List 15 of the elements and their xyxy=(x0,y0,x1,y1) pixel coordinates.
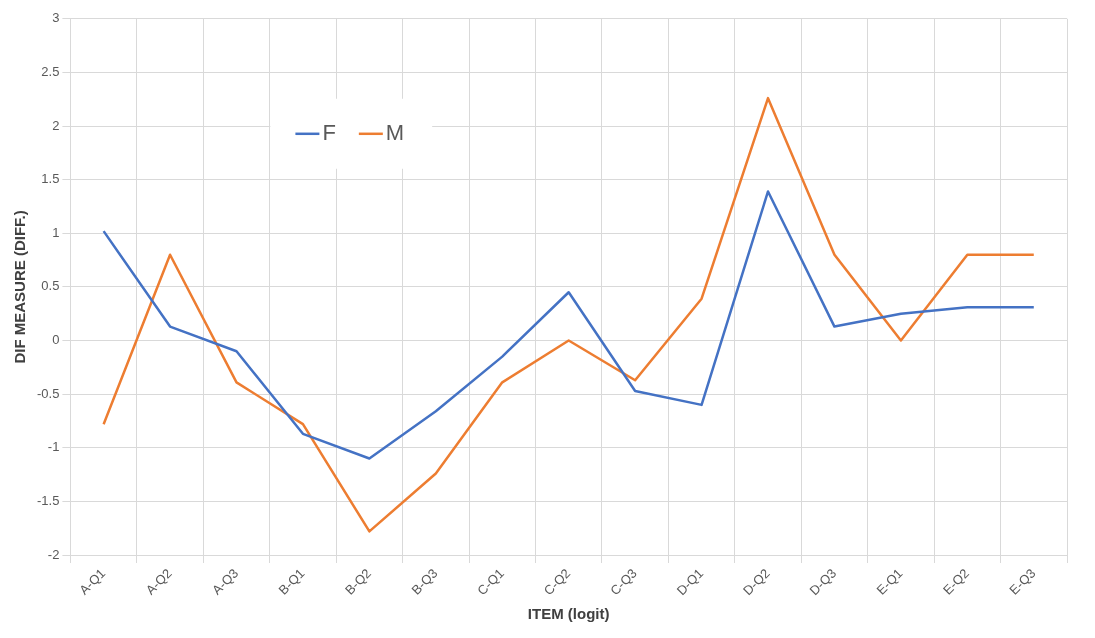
y-axis-title: DIF MEASURE (DIFF.) xyxy=(11,210,29,364)
legend-label: M xyxy=(385,119,405,145)
y-tick-label: 0 xyxy=(52,332,60,348)
x-axis-title: ITEM (logit) xyxy=(527,605,610,623)
y-tick-label: 2 xyxy=(52,117,60,133)
y-tick-label: -1.5 xyxy=(36,492,60,508)
legend-label: F xyxy=(322,119,336,145)
y-tick-label: -1 xyxy=(47,439,60,455)
y-tick-label: 0.5 xyxy=(41,278,60,294)
y-tick-label: -2 xyxy=(47,546,60,562)
y-tick-label: 3 xyxy=(52,10,60,26)
y-tick-label: 1 xyxy=(52,224,60,240)
y-tick-label: 2.5 xyxy=(41,64,60,79)
y-tick-label: 1.5 xyxy=(41,171,60,187)
y-tick-label: -0.5 xyxy=(36,385,60,401)
